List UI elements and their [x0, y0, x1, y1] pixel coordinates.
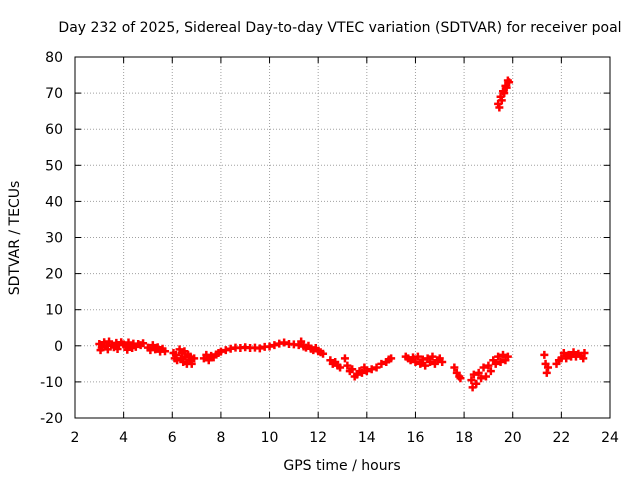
data-point — [153, 343, 162, 352]
x-tick-label: 22 — [552, 430, 570, 446]
y-tick-label: 40 — [45, 194, 63, 210]
data-point — [221, 346, 230, 355]
data-point — [484, 361, 493, 370]
data-point — [416, 359, 425, 368]
x-tick-label: 4 — [119, 430, 128, 446]
data-point — [190, 354, 199, 363]
data-point — [139, 339, 148, 348]
data-point — [497, 96, 506, 105]
data-point — [467, 376, 476, 385]
data-point — [477, 374, 486, 383]
data-point — [387, 354, 396, 363]
data-point — [486, 367, 495, 376]
data-point — [474, 368, 483, 377]
data-point — [123, 345, 132, 354]
y-tick-label: 60 — [45, 122, 63, 138]
data-point — [411, 358, 420, 367]
data-point — [543, 363, 552, 372]
data-point — [456, 374, 465, 383]
data-point — [187, 359, 196, 368]
data-point — [421, 361, 430, 370]
y-tick-label: -10 — [40, 375, 63, 391]
data-point — [505, 78, 514, 87]
y-tick-label: -20 — [40, 411, 63, 427]
data-point — [469, 370, 478, 379]
data-point — [472, 379, 481, 388]
y-tick-label: 20 — [45, 267, 63, 283]
data-point — [569, 348, 578, 357]
chart-title: Day 232 of 2025, Sidereal Day-to-day VTE… — [58, 20, 621, 36]
data-point — [540, 350, 549, 359]
data-point — [479, 363, 488, 372]
data-point — [428, 352, 437, 361]
data-point — [481, 372, 490, 381]
data-point — [426, 358, 435, 367]
grid — [75, 57, 610, 418]
data-point — [357, 368, 366, 377]
data-point — [362, 367, 371, 376]
data-point — [270, 341, 279, 350]
data-point — [216, 347, 225, 356]
data-point — [503, 352, 512, 361]
data-point — [377, 359, 386, 368]
data-point — [491, 359, 500, 368]
data-point — [340, 354, 349, 363]
data-point — [494, 352, 503, 361]
x-tick-label: 2 — [71, 430, 80, 446]
data-point — [495, 103, 504, 112]
data-point — [413, 352, 422, 361]
data-point — [580, 349, 589, 358]
x-tick-label: 6 — [168, 430, 177, 446]
x-tick-label: 14 — [358, 430, 376, 446]
data-point — [160, 347, 169, 356]
axis-ticks: 2 4 6 8 10 12 14 16 18 20 22 24-20-1001020304050607… — [40, 50, 619, 446]
data-point — [496, 358, 505, 367]
data-point — [113, 345, 122, 354]
data-point — [280, 338, 289, 347]
data-point — [500, 89, 509, 98]
data-point — [438, 358, 447, 367]
data-point — [499, 350, 507, 359]
y-tick-label: 0 — [54, 339, 63, 355]
data-point — [502, 83, 511, 92]
data-point — [255, 344, 264, 353]
data-point — [103, 345, 112, 354]
x-tick-label: 8 — [216, 430, 225, 446]
data-point — [297, 337, 306, 346]
x-axis-label: GPS time / hours — [283, 458, 400, 474]
data-point — [96, 346, 105, 355]
y-tick-label: 10 — [45, 303, 63, 319]
data-point — [450, 363, 459, 372]
x-tick-label: 20 — [504, 430, 522, 446]
data-point — [204, 356, 213, 365]
x-tick-label: 24 — [601, 430, 619, 446]
y-tick-label: 80 — [45, 50, 63, 66]
data-point — [367, 365, 376, 374]
data-point — [319, 349, 328, 358]
x-tick-label: 16 — [407, 430, 425, 446]
data-point — [348, 365, 357, 374]
data-points — [95, 76, 589, 392]
x-tick-label: 12 — [309, 430, 327, 446]
data-point — [372, 363, 381, 372]
y-tick-label: 30 — [45, 231, 63, 247]
y-tick-label: 70 — [45, 86, 63, 102]
x-tick-label: 18 — [455, 430, 473, 446]
y-axis-label: SDTVAR / TECUs — [7, 181, 23, 296]
data-point — [336, 363, 345, 372]
y-tick-label: 50 — [45, 158, 63, 174]
data-point — [148, 341, 157, 350]
data-point — [559, 349, 568, 358]
data-point — [128, 343, 137, 352]
x-tick-label: 10 — [261, 430, 279, 446]
data-point — [265, 342, 274, 351]
data-point — [343, 361, 352, 370]
